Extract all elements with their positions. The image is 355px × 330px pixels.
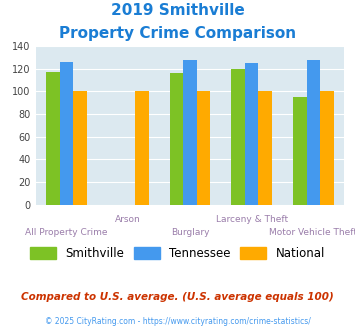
Bar	[197, 91, 210, 205]
Text: Property Crime Comparison: Property Crime Comparison	[59, 26, 296, 41]
Bar	[183, 60, 197, 205]
Text: 2019 Smithville: 2019 Smithville	[111, 3, 244, 18]
Text: © 2025 CityRating.com - https://www.cityrating.com/crime-statistics/: © 2025 CityRating.com - https://www.city…	[45, 317, 310, 326]
Bar	[293, 97, 307, 205]
Text: All Property Crime: All Property Crime	[25, 228, 108, 237]
Bar	[245, 63, 258, 205]
Text: Burglary: Burglary	[171, 228, 209, 237]
Text: Arson: Arson	[115, 215, 141, 224]
Bar	[170, 73, 183, 205]
Text: Compared to U.S. average. (U.S. average equals 100): Compared to U.S. average. (U.S. average …	[21, 292, 334, 302]
Text: Motor Vehicle Theft: Motor Vehicle Theft	[269, 228, 355, 237]
Text: Larceny & Theft: Larceny & Theft	[215, 215, 288, 224]
Bar	[46, 72, 60, 205]
Bar	[135, 91, 148, 205]
Bar	[307, 60, 320, 205]
Bar	[231, 69, 245, 205]
Bar	[60, 62, 73, 205]
Bar	[320, 91, 334, 205]
Legend: Smithville, Tennessee, National: Smithville, Tennessee, National	[25, 242, 330, 265]
Bar	[73, 91, 87, 205]
Bar	[258, 91, 272, 205]
